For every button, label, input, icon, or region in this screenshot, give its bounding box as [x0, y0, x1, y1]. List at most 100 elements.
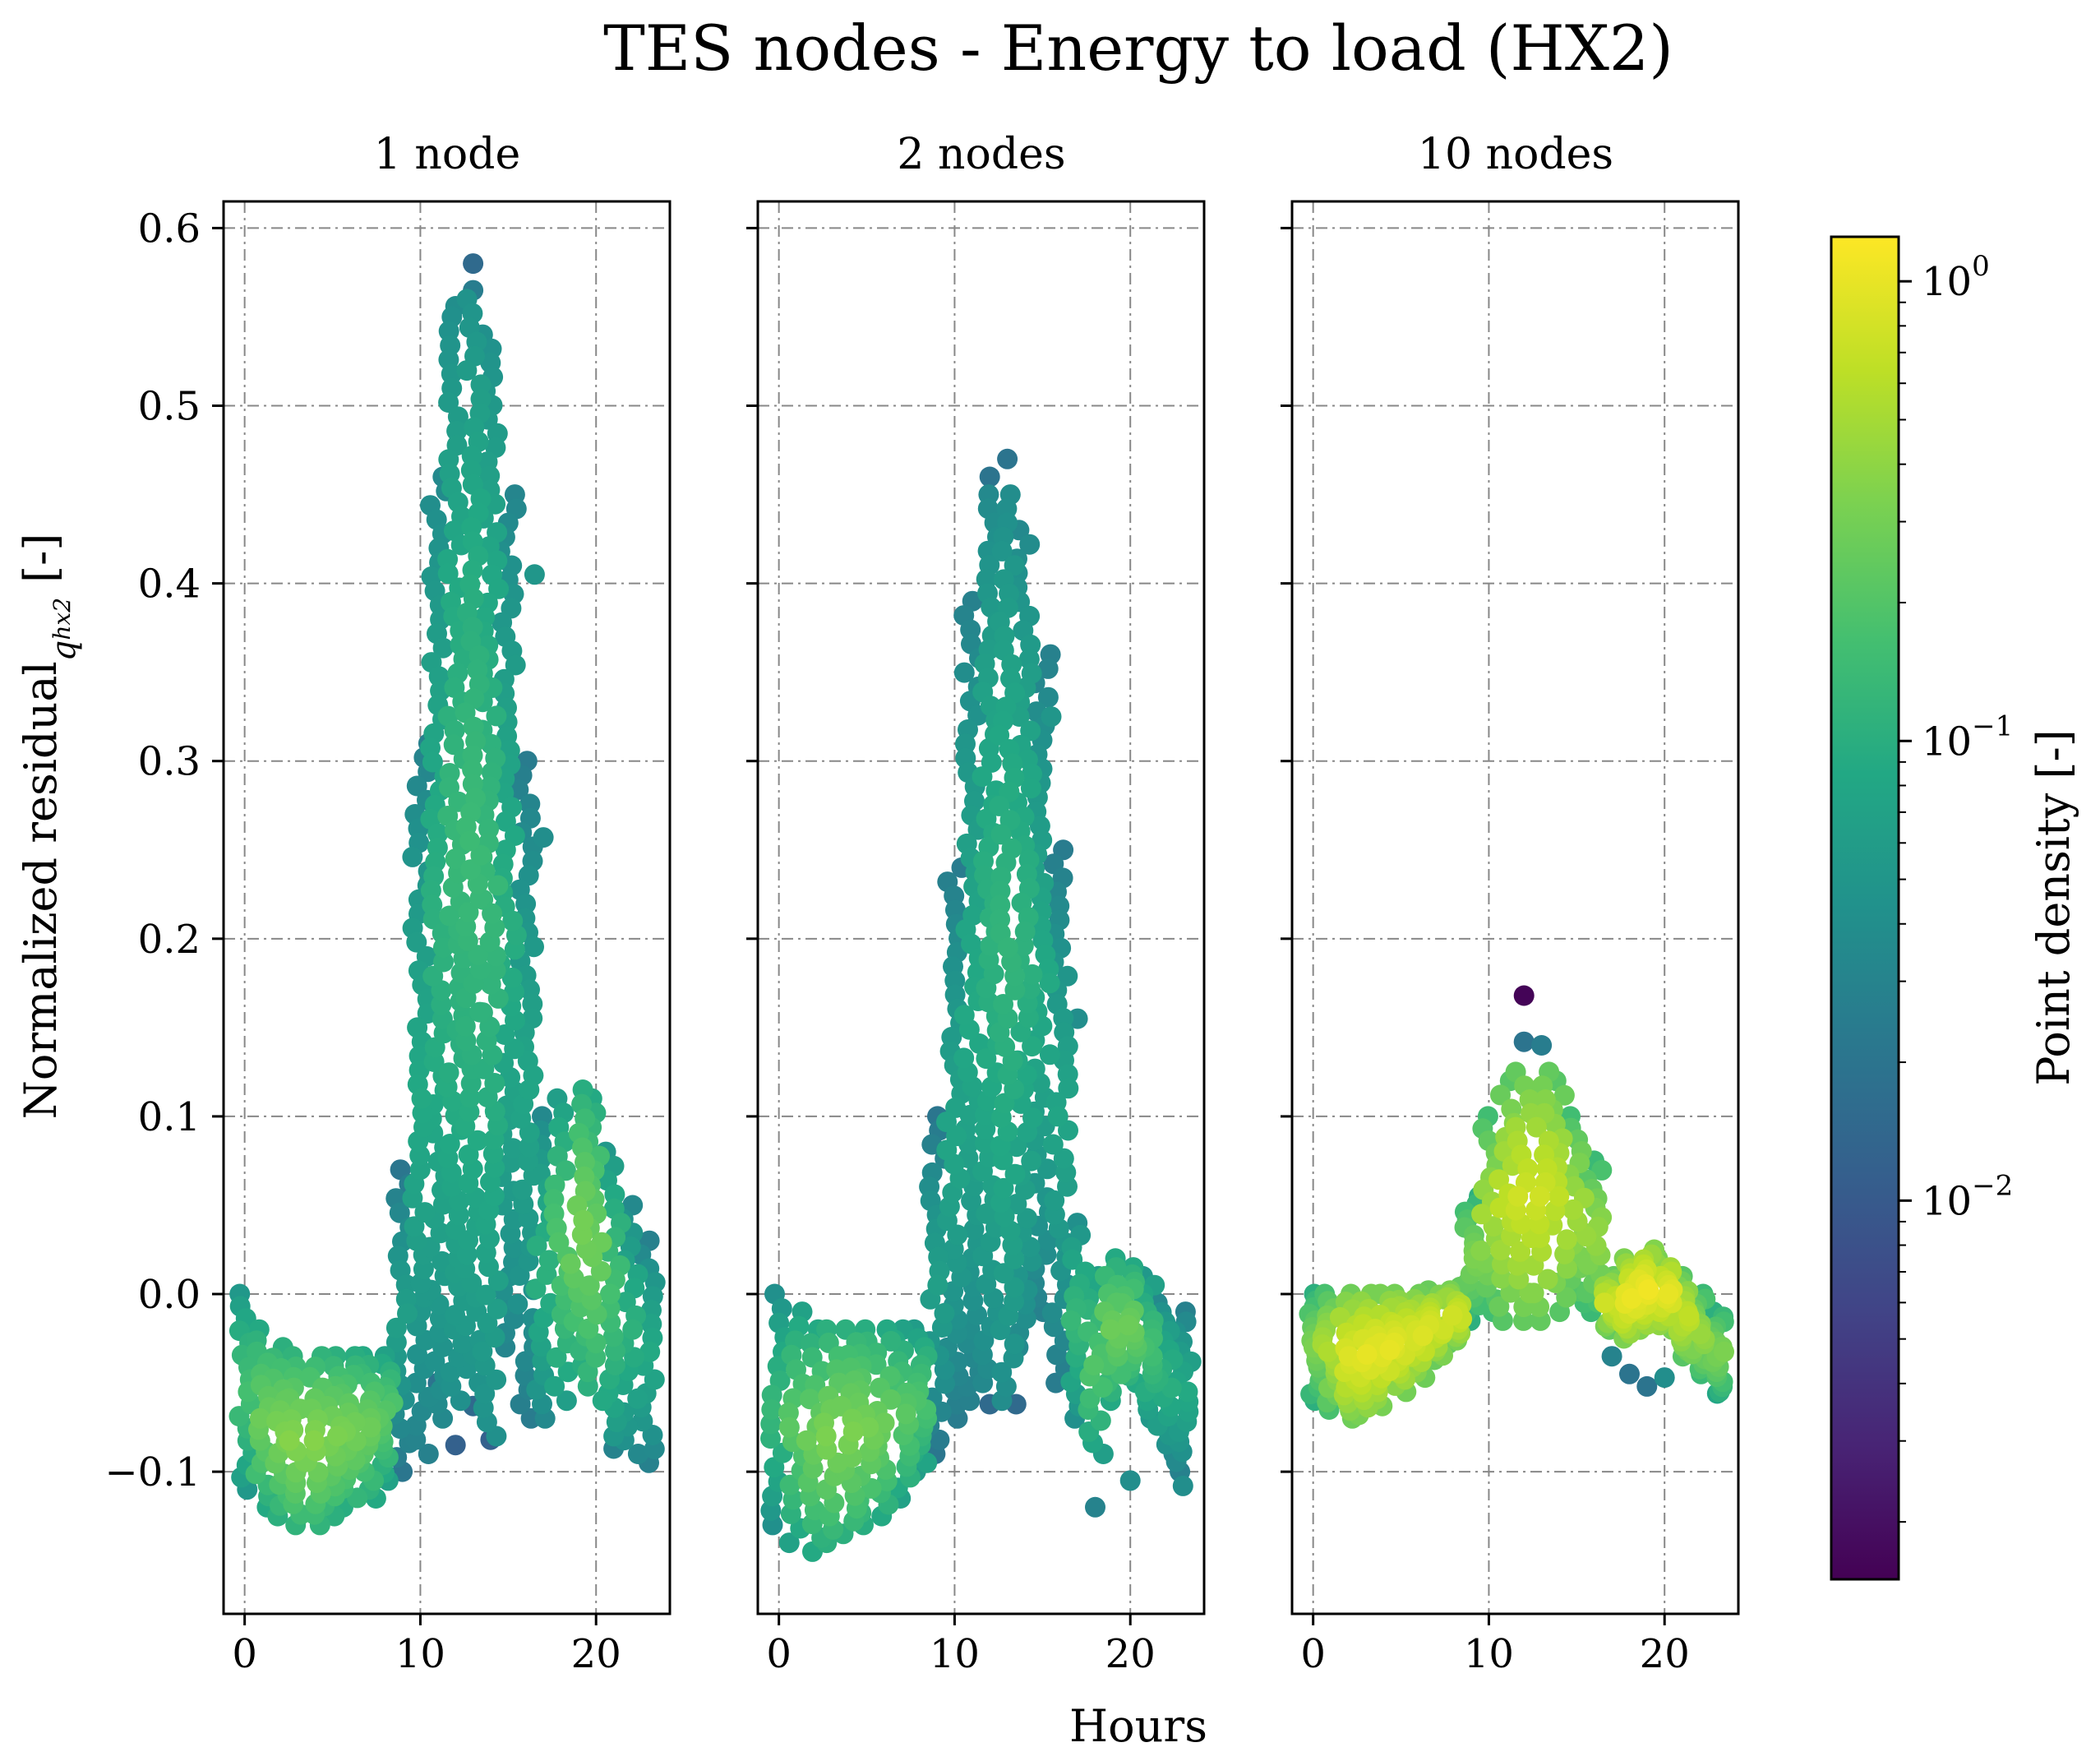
colorbar — [1830, 235, 1900, 1581]
scatter-point — [360, 1417, 381, 1438]
scatter-point — [1172, 1475, 1193, 1496]
scatter-point — [1638, 1279, 1659, 1301]
scatter-point — [1576, 1226, 1597, 1247]
scatter-point — [1562, 1199, 1584, 1220]
scatter-point — [972, 766, 993, 788]
scatter-point — [1041, 1302, 1063, 1324]
panel-title-10-nodes: 10 nodes — [1418, 130, 1613, 179]
scatter-point — [487, 875, 509, 896]
scatter-point — [402, 846, 423, 867]
scatter-point — [1379, 1339, 1401, 1361]
scatter-point — [1004, 979, 1026, 1001]
scatter-point — [397, 1303, 418, 1324]
scatter-point — [1513, 1031, 1535, 1052]
scatter-point — [927, 1274, 948, 1296]
scatter-point — [842, 1421, 864, 1442]
scatter-point — [990, 894, 1011, 916]
scatter-point — [445, 1435, 466, 1456]
scatter-point — [1037, 658, 1059, 679]
scatter-point — [520, 1407, 542, 1429]
scatter-point — [1085, 1496, 1105, 1518]
scatter-point — [1523, 1283, 1544, 1304]
scatter-point — [389, 1202, 410, 1223]
y-tick-label: 0.2 — [138, 917, 201, 963]
scatter-point — [1513, 985, 1535, 1006]
scatter-point — [639, 1341, 661, 1362]
colorbar-tick-label: 100 — [1922, 250, 1990, 305]
scatter-point — [484, 1073, 505, 1093]
scatter-point — [1039, 973, 1060, 994]
scatter-point — [1412, 1325, 1433, 1347]
scatter-point — [592, 1390, 613, 1412]
scatter-point — [946, 1125, 967, 1147]
scatter-point — [1488, 1169, 1510, 1190]
scatter-point — [760, 1428, 781, 1449]
scatter-point — [1507, 1186, 1529, 1207]
scatter-point — [502, 910, 524, 931]
scatter-point — [1004, 1333, 1025, 1355]
x-tick-label: 0 — [1300, 1631, 1326, 1677]
scatter-point — [507, 1293, 528, 1315]
scatter-point — [979, 466, 1000, 488]
scatter-point — [458, 902, 479, 923]
scatter-point — [953, 1047, 975, 1069]
scatter-point — [445, 848, 466, 870]
scatter-point — [604, 1355, 625, 1375]
scatter-point — [962, 1290, 984, 1311]
scatter-point — [505, 654, 526, 676]
scatter-point — [455, 1015, 476, 1037]
scatter-point — [778, 1417, 800, 1438]
x-tick-label: 0 — [232, 1631, 257, 1677]
scatter-point — [470, 844, 492, 866]
figure-title: TES nodes - Energy to load (HX2) — [603, 12, 1673, 85]
scatter-point — [544, 1375, 565, 1397]
scatter-point — [385, 1317, 407, 1338]
scatter-point — [990, 880, 1011, 902]
x-tick-label: 0 — [766, 1631, 792, 1677]
panel-10-nodes: 0 10 20 — [1281, 200, 1740, 1677]
scatter-point — [1022, 1107, 1043, 1129]
scatter-point — [406, 775, 427, 797]
scatter-point — [1015, 1308, 1036, 1329]
scatter-point — [1118, 1315, 1139, 1336]
scatter-point — [1548, 1186, 1570, 1207]
scatter-point — [538, 1250, 560, 1271]
scatter-point — [779, 1474, 801, 1495]
scatter-point — [543, 1189, 565, 1210]
y-ticks — [746, 226, 758, 1473]
scatter-point — [880, 1330, 902, 1352]
scatter-point — [524, 936, 544, 958]
scatter-point — [1654, 1367, 1675, 1389]
scatter-point — [422, 965, 444, 987]
scatter-point — [1470, 1240, 1492, 1261]
scatter-point — [1658, 1283, 1679, 1305]
scatter-point — [895, 1403, 916, 1425]
y-tick-label: 0.3 — [138, 739, 201, 785]
scatter-point — [546, 1347, 567, 1368]
scatter-point — [1636, 1375, 1658, 1397]
scatter-point — [1318, 1341, 1339, 1362]
x-tick-label: 10 — [1464, 1631, 1514, 1677]
scatter-point — [533, 827, 554, 848]
x-ticks: 0 10 20 — [1300, 1614, 1690, 1677]
scatter-point — [993, 1263, 1014, 1284]
scatter-point — [989, 724, 1010, 746]
colorbar-tick-label: 10−1 — [1922, 709, 2013, 765]
scatter-point — [874, 1412, 895, 1434]
scatter-point — [439, 905, 460, 927]
scatter-point — [303, 1430, 325, 1451]
scatter-point — [486, 1369, 507, 1390]
scatter-point — [1039, 1044, 1060, 1065]
scatter-point — [560, 1253, 581, 1274]
scatter-point — [1442, 1305, 1463, 1326]
x-tick-label: 20 — [1105, 1631, 1156, 1677]
scatter-point — [1057, 965, 1078, 987]
scatter-point — [406, 931, 427, 953]
scatter-point — [1058, 1078, 1079, 1099]
scatter-point — [1510, 1241, 1531, 1262]
scatter-point — [1490, 1084, 1511, 1106]
scatter-point — [761, 1399, 782, 1420]
scatter-point — [438, 1062, 459, 1084]
scatter-point — [468, 945, 489, 966]
x-ticks: 0 10 20 — [766, 1614, 1156, 1677]
